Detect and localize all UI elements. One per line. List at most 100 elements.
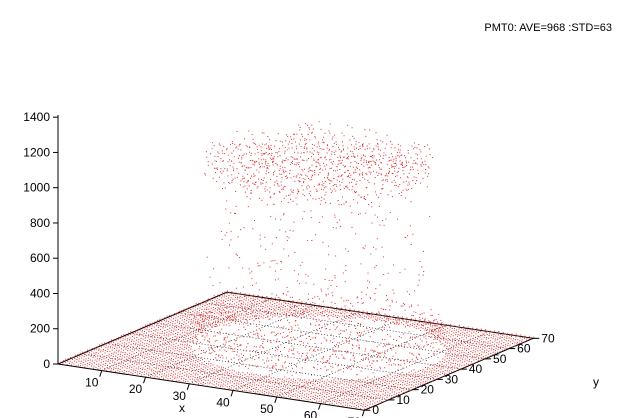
data-point [298, 299, 300, 301]
data-point [385, 173, 387, 175]
data-point [423, 271, 425, 272]
data-point [350, 331, 352, 333]
data-point [359, 316, 361, 318]
data-point [305, 282, 307, 284]
data-point [304, 390, 306, 392]
data-point [422, 250, 424, 252]
data-point [215, 308, 217, 309]
data-point [323, 187, 325, 189]
data-point [299, 303, 301, 305]
data-point [255, 182, 257, 183]
data-point [441, 366, 442, 368]
data-point [207, 326, 209, 328]
data-point [325, 168, 327, 170]
data-point [386, 344, 388, 345]
data-point [256, 146, 258, 148]
data-point [201, 377, 203, 379]
data-point [319, 382, 321, 384]
data-point [348, 342, 350, 344]
data-point [237, 157, 239, 159]
data-point [401, 322, 403, 324]
data-point [478, 330, 480, 332]
data-point [455, 332, 457, 334]
data-point [186, 360, 188, 362]
data-point [134, 332, 136, 333]
data-point [327, 172, 329, 174]
data-point [343, 203, 345, 205]
data-point [351, 156, 353, 157]
data-point [350, 313, 352, 315]
data-point [263, 338, 265, 340]
data-point [417, 383, 419, 385]
data-point [425, 321, 427, 323]
data-point [167, 338, 169, 340]
data-point [243, 298, 245, 300]
data-point [291, 163, 293, 165]
data-point [375, 132, 377, 134]
data-point [263, 393, 265, 395]
data-point [178, 339, 180, 340]
data-point [340, 312, 342, 314]
data-point [394, 181, 396, 183]
data-point [207, 340, 209, 342]
data-point [311, 152, 313, 154]
data-point [208, 338, 210, 340]
data-point [478, 355, 480, 357]
data-point [217, 347, 218, 348]
data-point [320, 389, 322, 391]
data-point [179, 317, 181, 319]
data-point [204, 373, 206, 374]
data-point [401, 384, 403, 386]
data-point [152, 349, 153, 351]
data-point [262, 306, 264, 308]
data-point [165, 336, 167, 338]
data-point [292, 189, 294, 191]
data-point [268, 172, 269, 174]
data-point [418, 378, 420, 380]
data-point [186, 332, 188, 334]
data-point [312, 314, 314, 316]
data-point [401, 191, 403, 193]
data-point [188, 375, 190, 377]
data-point [249, 387, 250, 388]
data-point [226, 295, 228, 297]
data-point [176, 312, 178, 314]
data-point [280, 269, 282, 271]
data-point [241, 390, 243, 391]
data-point [209, 368, 211, 370]
data-point [319, 168, 321, 170]
data-point [237, 293, 239, 295]
data-point [293, 221, 295, 223]
data-point [123, 334, 125, 336]
data-point [197, 305, 199, 307]
data-point [330, 285, 332, 286]
data-point [384, 147, 386, 149]
data-point [216, 303, 217, 305]
data-point [498, 331, 500, 333]
data-point [278, 384, 280, 386]
data-point [456, 355, 458, 356]
data-point [292, 200, 294, 202]
data-point [489, 330, 491, 332]
data-point [200, 325, 202, 327]
data-point [379, 168, 381, 170]
data-point [305, 309, 307, 310]
data-point [365, 400, 367, 402]
data-point [196, 364, 198, 366]
data-point [361, 164, 363, 165]
data-point [253, 388, 255, 389]
data-point [363, 197, 365, 199]
data-point [433, 319, 435, 321]
data-point [218, 305, 220, 306]
data-point [377, 175, 379, 176]
data-point [510, 341, 512, 343]
data-point [258, 178, 260, 180]
data-point [123, 344, 125, 346]
data-point [186, 330, 188, 332]
data-point [364, 198, 365, 200]
data-point [412, 323, 414, 325]
data-point [124, 338, 126, 340]
data-point [398, 392, 400, 394]
data-point [326, 144, 328, 146]
